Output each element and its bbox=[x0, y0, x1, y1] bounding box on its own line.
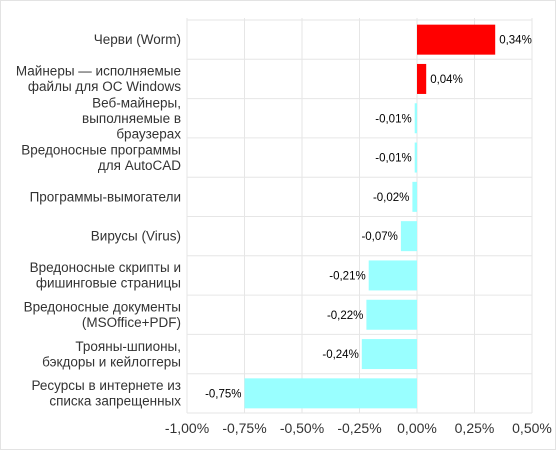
data-label: -0,01% bbox=[375, 153, 411, 165]
category-label: Вредоносные документы (MSOffice+PDF) bbox=[24, 300, 181, 331]
category-label: Программы-вымогатели bbox=[30, 189, 181, 204]
category-label: Черви (Worm) bbox=[94, 32, 181, 47]
category-label: Трояны-шпионы, бэкдоры и кейлоггеры bbox=[42, 339, 181, 370]
bar bbox=[417, 24, 496, 55]
bar bbox=[244, 378, 417, 409]
category-label: Вредоносные программы для AutoCAD bbox=[21, 142, 181, 173]
category-label: Веб-майнеры, выполняемые в браузерах bbox=[82, 95, 181, 141]
x-tick-label: -1,00% bbox=[165, 420, 209, 436]
data-label: -0,24% bbox=[322, 349, 358, 361]
bar bbox=[400, 221, 417, 252]
x-tick-label: 0,00% bbox=[397, 420, 437, 436]
category-labels: Черви (Worm) Майнеры — исполняемые файлы д… bbox=[16, 32, 181, 408]
value-labels: 0,34% 0,04% -0,01% -0,01% -0,02% -0,07% -0,21%… bbox=[205, 35, 532, 401]
data-label: 0,34% bbox=[499, 35, 532, 47]
data-label: -0,22% bbox=[327, 310, 363, 322]
category-label: Вирусы (Virus) bbox=[91, 229, 181, 244]
x-axis-tick-labels: -1,00% -0,75% -0,50% -0,25% 0,00% 0,25% 0,50% bbox=[165, 420, 552, 436]
category-label: Ресурсы в интернете из списка запрещенных bbox=[32, 378, 182, 409]
category-label: Вредоносные скрипты и фишинговые страницы bbox=[30, 260, 181, 291]
x-tick-label: -0,25% bbox=[337, 420, 381, 436]
bar bbox=[417, 63, 427, 94]
x-tick-label: -0,75% bbox=[222, 420, 266, 436]
bars bbox=[244, 24, 496, 409]
bar bbox=[414, 103, 417, 134]
data-label: -0,21% bbox=[329, 270, 365, 282]
data-label: -0,02% bbox=[373, 192, 409, 204]
bar bbox=[361, 339, 417, 370]
data-label: -0,07% bbox=[361, 231, 397, 243]
bar bbox=[414, 142, 417, 173]
grid-lines bbox=[186, 18, 533, 414]
bar bbox=[366, 299, 417, 330]
bar bbox=[368, 260, 417, 291]
category-label: Майнеры — исполняемые файлы для ОС Window… bbox=[16, 64, 181, 95]
data-label: -0,75% bbox=[205, 388, 241, 400]
x-tick-label: -0,50% bbox=[280, 420, 324, 436]
bar bbox=[412, 181, 417, 212]
x-tick-label: 0,50% bbox=[512, 420, 552, 436]
data-label: -0,01% bbox=[375, 113, 411, 125]
data-label: 0,04% bbox=[430, 74, 463, 86]
x-tick-label: 0,25% bbox=[455, 420, 495, 436]
